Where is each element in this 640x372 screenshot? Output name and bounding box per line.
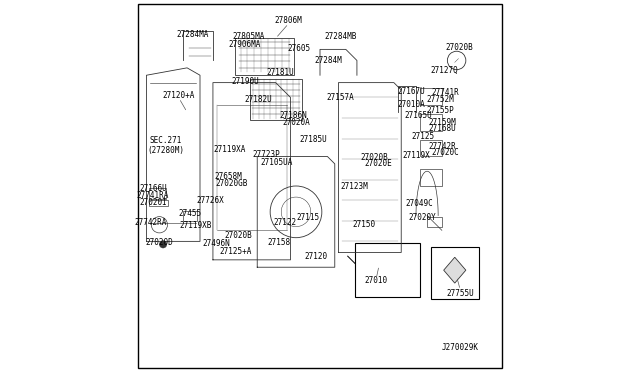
Text: 27115: 27115 bbox=[296, 213, 319, 222]
Text: 27020I: 27020I bbox=[140, 198, 167, 207]
Text: 27181U: 27181U bbox=[267, 68, 294, 77]
Text: 27752M: 27752M bbox=[426, 95, 454, 104]
Text: 27020A: 27020A bbox=[282, 118, 310, 127]
Text: 27755U: 27755U bbox=[447, 289, 474, 298]
Text: 27119X: 27119X bbox=[403, 151, 431, 160]
Bar bbox=[427, 217, 442, 227]
Text: 27806M: 27806M bbox=[275, 16, 303, 25]
Circle shape bbox=[159, 241, 167, 248]
Text: 27105UA: 27105UA bbox=[260, 157, 293, 167]
Text: 27158: 27158 bbox=[267, 238, 290, 247]
Text: 27742R: 27742R bbox=[428, 142, 456, 151]
Text: 27165U: 27165U bbox=[404, 111, 432, 121]
Text: 27605: 27605 bbox=[287, 44, 310, 53]
Text: 27020D: 27020D bbox=[145, 238, 173, 247]
Bar bbox=[149, 188, 166, 199]
Text: 27805MA: 27805MA bbox=[232, 32, 264, 41]
Text: 27159M: 27159M bbox=[428, 118, 456, 127]
Text: 27190U: 27190U bbox=[232, 77, 259, 86]
Text: 27010: 27010 bbox=[365, 276, 388, 285]
Text: 27020C: 27020C bbox=[431, 148, 460, 157]
Bar bbox=[431, 247, 479, 299]
Polygon shape bbox=[444, 257, 466, 283]
Text: 27122: 27122 bbox=[273, 218, 296, 227]
Bar bbox=[355, 243, 420, 297]
Text: 27658M: 27658M bbox=[214, 172, 243, 181]
Text: 27020GB: 27020GB bbox=[215, 179, 248, 188]
Text: 27020Y: 27020Y bbox=[409, 213, 436, 222]
Text: 27119XA: 27119XA bbox=[213, 145, 246, 154]
Text: 27120: 27120 bbox=[305, 252, 328, 262]
Text: 27125+A: 27125+A bbox=[220, 247, 252, 256]
Text: J270029K: J270029K bbox=[442, 343, 479, 352]
Bar bbox=[235, 38, 294, 75]
Bar bbox=[420, 88, 442, 105]
Text: 27284MA: 27284MA bbox=[177, 30, 209, 39]
Text: 27185U: 27185U bbox=[300, 135, 327, 144]
Text: 27125: 27125 bbox=[411, 132, 434, 141]
Text: 27119XB: 27119XB bbox=[179, 221, 212, 230]
Text: 27155P: 27155P bbox=[426, 106, 454, 115]
Text: 27455: 27455 bbox=[179, 209, 202, 218]
Text: 27049C: 27049C bbox=[406, 199, 433, 208]
Text: 27020B: 27020B bbox=[361, 153, 388, 162]
Text: 27166U: 27166U bbox=[140, 185, 167, 193]
Text: 27186N: 27186N bbox=[279, 111, 307, 121]
Text: 27723P: 27723P bbox=[253, 150, 280, 159]
Text: 27150: 27150 bbox=[352, 220, 375, 229]
Text: 27123M: 27123M bbox=[340, 182, 368, 191]
Text: 27284M: 27284M bbox=[314, 56, 342, 65]
Text: 27020B: 27020B bbox=[445, 43, 474, 52]
Text: 27020E: 27020E bbox=[364, 158, 392, 168]
Text: 27020B: 27020B bbox=[224, 231, 252, 240]
Text: 27167U: 27167U bbox=[397, 87, 426, 96]
Text: 27168U: 27168U bbox=[429, 124, 456, 133]
Bar bbox=[420, 169, 442, 186]
Text: 27726X: 27726X bbox=[196, 196, 224, 205]
Bar bbox=[184, 211, 197, 221]
Text: 27741RA: 27741RA bbox=[137, 191, 170, 200]
Bar bbox=[420, 114, 442, 131]
Text: 27906MA: 27906MA bbox=[228, 41, 260, 49]
Text: SEC.271
(27280M): SEC.271 (27280M) bbox=[147, 136, 184, 155]
Text: 27127Q: 27127Q bbox=[431, 66, 459, 75]
Text: 27741R: 27741R bbox=[431, 89, 460, 97]
Text: 27010A: 27010A bbox=[397, 100, 426, 109]
Text: 27496N: 27496N bbox=[202, 239, 230, 248]
Bar bbox=[250, 79, 301, 119]
Bar bbox=[149, 200, 168, 206]
Bar bbox=[420, 140, 442, 157]
Text: 27742RA: 27742RA bbox=[134, 218, 167, 227]
Text: 27284MB: 27284MB bbox=[324, 32, 357, 41]
Text: 27120+A: 27120+A bbox=[163, 91, 195, 100]
Text: 27182U: 27182U bbox=[244, 95, 272, 104]
Text: 27157A: 27157A bbox=[326, 93, 354, 102]
